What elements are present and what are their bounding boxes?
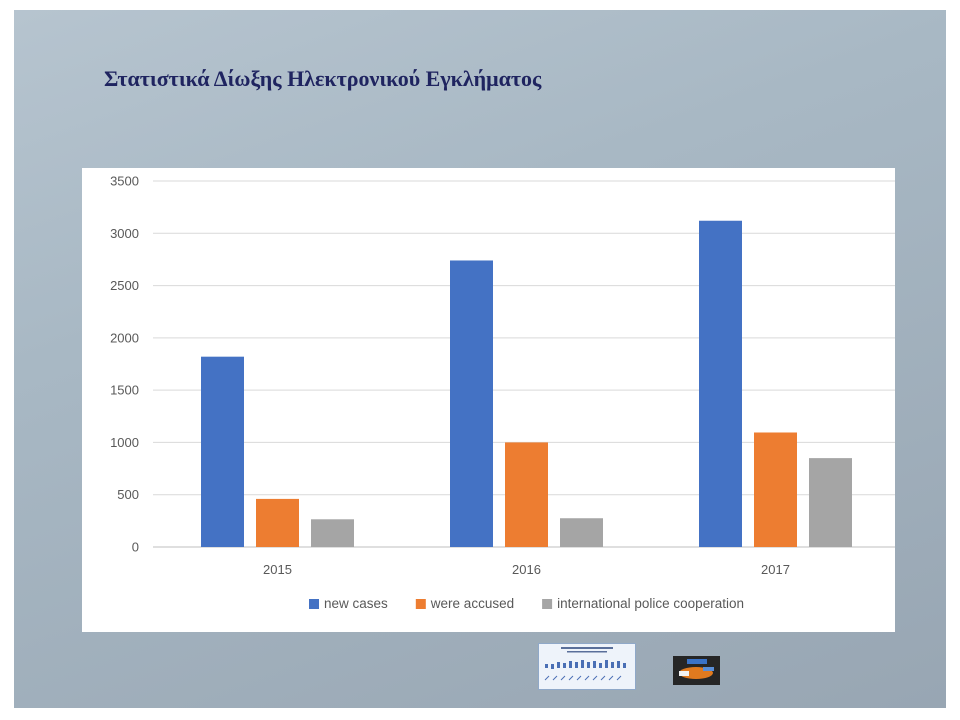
logo-thumbnail-image bbox=[673, 656, 720, 685]
y-tick-label: 3000 bbox=[110, 226, 139, 241]
bar bbox=[311, 519, 354, 547]
bar bbox=[256, 498, 299, 547]
statistics-thumbnail-image bbox=[538, 643, 636, 690]
legend-swatch bbox=[415, 599, 426, 609]
y-tick-label: 500 bbox=[117, 487, 139, 502]
bar bbox=[560, 518, 603, 547]
legend-label: new cases bbox=[324, 596, 388, 611]
legend-item: new cases bbox=[309, 596, 388, 611]
y-tick-label: 1000 bbox=[110, 435, 139, 450]
bar bbox=[699, 220, 742, 547]
slide-title: Στατιστικά Δίωξης Ηλεκτρονικού Εγκλήματο… bbox=[104, 66, 542, 91]
x-tick-label: 2015 bbox=[263, 562, 292, 577]
bar bbox=[201, 356, 244, 547]
x-tick-label: 2017 bbox=[761, 562, 790, 577]
chart-panel: 0 500 1000 1500 2000 2500 3000 3500 2015 2016 201… bbox=[82, 168, 895, 632]
legend-swatch bbox=[309, 599, 320, 609]
bar bbox=[809, 458, 852, 547]
bar bbox=[450, 260, 493, 547]
y-tick-label: 1500 bbox=[110, 383, 139, 398]
legend-item: were accused bbox=[415, 596, 514, 611]
x-axis-ticks: 2015 2016 2017 bbox=[263, 562, 790, 577]
legend-item: international police cooperation bbox=[542, 596, 744, 611]
y-axis-ticks: 0 500 1000 1500 2000 2500 3000 3500 bbox=[110, 174, 139, 555]
legend-label: international police cooperation bbox=[557, 596, 744, 611]
slide-background: Στατιστικά Δίωξης Ηλεκτρονικού Εγκλήματο… bbox=[14, 10, 946, 708]
x-tick-label: 2016 bbox=[512, 562, 541, 577]
legend: new cases were accused international polic… bbox=[309, 596, 744, 611]
legend-label: were accused bbox=[430, 596, 514, 611]
y-tick-label: 2000 bbox=[110, 330, 139, 345]
y-tick-label: 0 bbox=[132, 540, 139, 555]
bar bbox=[754, 432, 797, 547]
bar bbox=[505, 442, 548, 547]
legend-swatch bbox=[542, 599, 553, 609]
y-tick-label: 2500 bbox=[110, 278, 139, 293]
y-tick-label: 3500 bbox=[110, 174, 139, 189]
bars bbox=[201, 220, 852, 547]
